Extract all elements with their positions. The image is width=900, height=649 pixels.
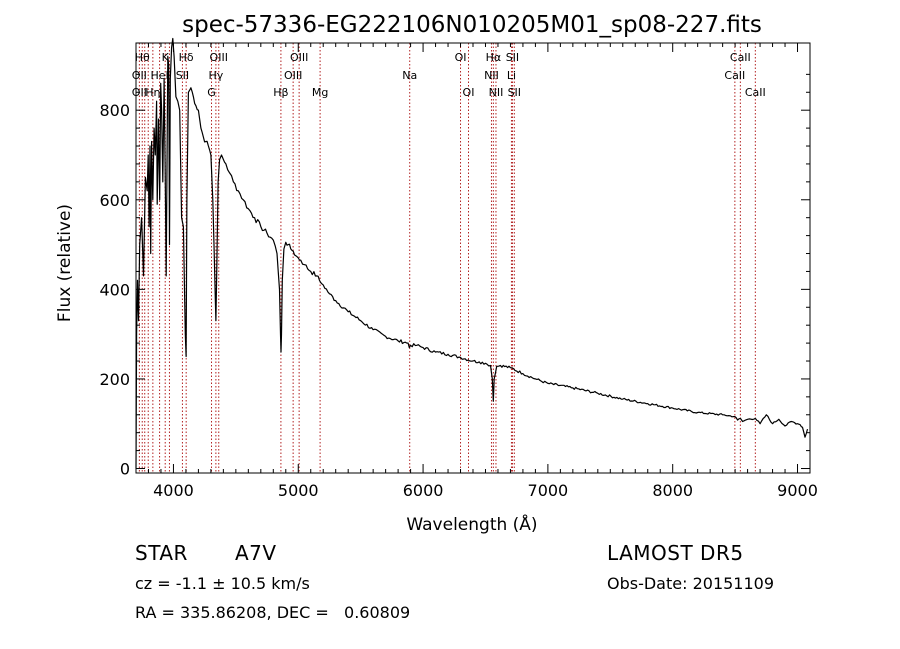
y-tick-label: 200 xyxy=(99,370,130,389)
spectral-subclass: A7V xyxy=(235,541,277,565)
object-type: STAR xyxy=(135,541,188,565)
survey-name: LAMOST DR5 xyxy=(607,541,744,565)
marker-label: Hα xyxy=(486,51,502,64)
marker-label: OII xyxy=(132,69,147,82)
marker-label: Hη xyxy=(145,86,160,99)
marker-label: Na xyxy=(402,69,417,82)
marker-label: CaII xyxy=(724,69,745,82)
spectrum-line xyxy=(135,37,809,469)
marker-label: SII xyxy=(508,86,521,99)
x-tick-label: 7000 xyxy=(528,481,569,500)
marker-label: Hβ xyxy=(273,86,288,99)
y-axis-label: Flux (relative) xyxy=(55,204,75,322)
x-tick-label: 6000 xyxy=(403,481,444,500)
y-axis: 0 200 400 600 800 xyxy=(99,73,810,479)
marker-label: OIII xyxy=(210,51,228,64)
marker-label: SII xyxy=(176,69,189,82)
plot-frame xyxy=(135,42,811,474)
marker-label: OIII xyxy=(284,69,302,82)
marker-label: K xyxy=(162,51,170,64)
y-tick-label: 600 xyxy=(99,191,130,210)
marker-label: Hδ xyxy=(179,51,194,64)
marker-label: CaII xyxy=(745,86,766,99)
marker-label: NII xyxy=(484,69,499,82)
spectral-line-markers xyxy=(138,43,756,473)
marker-label: SII xyxy=(506,51,519,64)
y-tick-label: 800 xyxy=(99,101,130,120)
chart-title: spec-57336-EG222106N010205M01_sp08-227.f… xyxy=(182,12,762,38)
spectral-line-labels: Hθ K Hδ OIII OIII OI Hα SII CaII OII HeI SII Hγ OIII N… xyxy=(132,51,766,99)
x-tick-label: 5000 xyxy=(278,481,319,500)
x-axis: 4000 5000 6000 7000 8000 9000 xyxy=(147,43,818,500)
marker-label: Li xyxy=(507,69,516,82)
x-axis-label: Wavelength (Å) xyxy=(406,513,537,535)
x-tick-label: 8000 xyxy=(652,481,693,500)
redshift-value: cz = -1.1 ± 10.5 km/s xyxy=(135,574,310,593)
x-tick-label: 4000 xyxy=(153,481,194,500)
marker-label: OI xyxy=(463,86,475,99)
marker-label: CaII xyxy=(730,51,751,64)
x-tick-label: 9000 xyxy=(777,481,818,500)
marker-label: OIII xyxy=(290,51,308,64)
marker-label: G xyxy=(207,86,216,99)
obs-date: Obs-Date: 20151109 xyxy=(607,574,775,593)
marker-label: Hθ xyxy=(135,51,150,64)
marker-label: Hγ xyxy=(208,69,223,82)
marker-label: NII xyxy=(489,86,504,99)
coordinates: RA = 335.86208, DEC = 0.60809 xyxy=(135,603,411,622)
y-tick-label: 400 xyxy=(99,280,130,299)
marker-label: HeI xyxy=(150,69,168,82)
marker-label: OI xyxy=(455,51,467,64)
y-tick-label: 0 xyxy=(120,460,130,479)
marker-label: Mg xyxy=(312,86,328,99)
